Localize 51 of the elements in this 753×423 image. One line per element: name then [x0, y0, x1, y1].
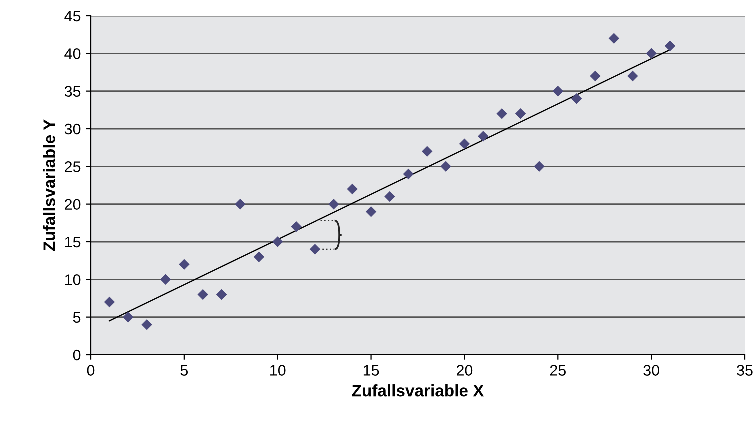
point	[366, 206, 377, 218]
point	[179, 259, 190, 270]
y-tick-label: 25	[65, 162, 81, 172]
point	[571, 93, 582, 104]
point	[104, 296, 116, 308]
y-tick-label: 10	[65, 274, 81, 286]
point	[459, 138, 470, 150]
point	[142, 319, 152, 330]
y-tick-label: 5	[73, 312, 81, 324]
point	[664, 40, 676, 52]
x-tick-label: 10	[270, 365, 286, 376]
point	[628, 70, 638, 82]
point	[328, 198, 340, 210]
y-tick-label: 15	[65, 237, 81, 248]
point	[198, 289, 208, 300]
point	[496, 108, 508, 120]
x-tick-label: 20	[456, 365, 473, 376]
point	[440, 161, 452, 172]
y-tick-label: 30	[64, 124, 81, 135]
point	[515, 108, 526, 120]
point	[310, 244, 321, 255]
x-tick-label: 5	[180, 365, 188, 376]
x-tick-label: 15	[364, 365, 380, 376]
x-tick-label: 0	[87, 365, 95, 376]
x-tick-label: 30	[644, 365, 660, 376]
y-tick-label: 0	[73, 350, 81, 361]
x-tick-label: 25	[550, 365, 566, 376]
point	[590, 70, 601, 82]
y-axis-title: Zufallsvariable Y	[43, 120, 56, 252]
point	[478, 131, 489, 142]
point	[160, 274, 172, 286]
y-tick-label: 40	[64, 48, 81, 60]
point	[272, 236, 284, 248]
x-tick-label: 35	[737, 365, 753, 376]
point	[216, 289, 228, 300]
point	[347, 184, 358, 195]
point	[235, 198, 246, 210]
y-tick-label: 35	[64, 86, 81, 98]
point	[608, 33, 620, 44]
x-axis-title: Zufallsvariable X	[352, 384, 484, 397]
y-tick-label: 45	[64, 11, 81, 22]
point	[403, 168, 414, 180]
point	[646, 48, 657, 60]
point	[552, 86, 564, 97]
y-tick-label: 20	[65, 199, 81, 210]
point	[122, 312, 134, 323]
point	[291, 222, 302, 232]
point	[422, 146, 433, 157]
point	[384, 191, 396, 202]
point	[534, 161, 545, 172]
point	[254, 252, 265, 262]
